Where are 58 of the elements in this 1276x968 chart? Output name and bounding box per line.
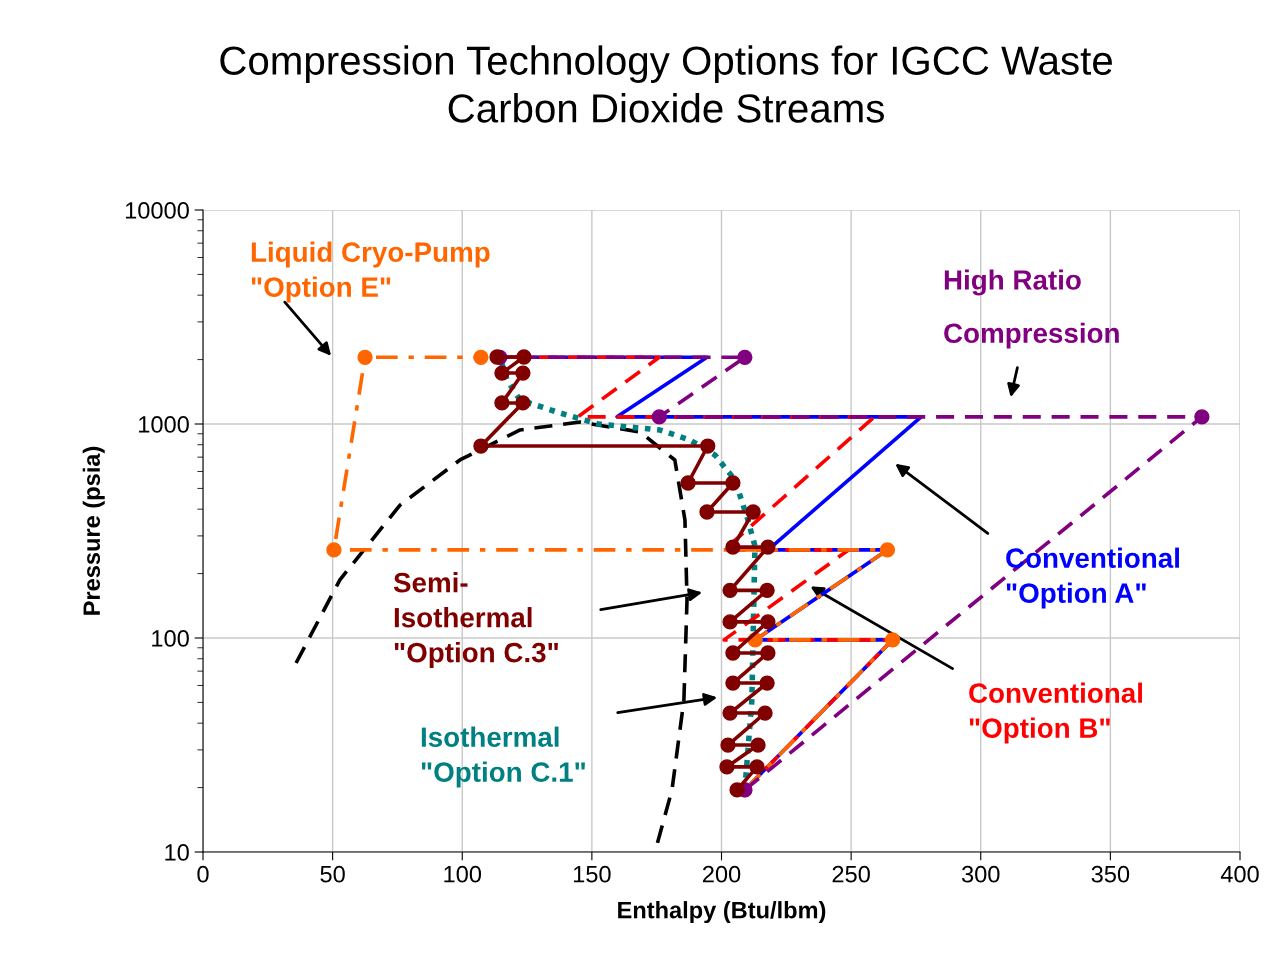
- point: [515, 395, 531, 411]
- point: [757, 705, 773, 721]
- point: [749, 759, 765, 775]
- text: Isothermal "Option C.1": [421, 726, 585, 788]
- x-tick-label: 350: [1091, 865, 1130, 883]
- x-tick-label: 200: [702, 865, 741, 883]
- x-tick-label: 50: [320, 865, 345, 883]
- point: [725, 645, 741, 661]
- point: [760, 614, 776, 630]
- point: [879, 542, 896, 558]
- point: [884, 632, 901, 648]
- x-tick-label: 250: [832, 865, 870, 883]
- point: [494, 395, 510, 411]
- point: [725, 539, 741, 555]
- point: [651, 409, 667, 425]
- x-tick-label: 150: [573, 865, 611, 883]
- point: [515, 365, 531, 381]
- point: [725, 675, 741, 691]
- x-tick-label: 0: [197, 865, 209, 883]
- point: [750, 737, 766, 753]
- point: [760, 645, 776, 661]
- point: [357, 349, 373, 365]
- point: [720, 737, 736, 753]
- point: [494, 365, 510, 381]
- point: [326, 542, 342, 558]
- point: [722, 705, 738, 721]
- y-tick-label: 1000: [139, 416, 189, 433]
- text: Semi- Isothermal "Option C.3": [393, 572, 558, 668]
- point: [722, 614, 738, 630]
- y-tick-label: 10: [165, 844, 189, 861]
- x-tick-label: 300: [961, 865, 1000, 883]
- point: [1194, 409, 1210, 425]
- point: [729, 782, 745, 798]
- y-axis-title: Pressure (psia): [82, 446, 105, 615]
- series-label: Liquid Cryo-Pump "Option E": [251, 241, 490, 303]
- text: Conventional "Option A": [1006, 547, 1179, 609]
- point: [473, 349, 489, 365]
- y-tick-label: 100: [152, 630, 189, 647]
- chart-title: Compression Technology Options for IGCC Waste Carbon Dioxide Streams: [220, 45, 1112, 123]
- point: [759, 582, 775, 598]
- point: [516, 349, 532, 365]
- point: [725, 475, 741, 491]
- point: [699, 504, 715, 520]
- x-tick-label: 100: [444, 865, 482, 883]
- point: [737, 349, 753, 365]
- point: [759, 675, 775, 691]
- text: High Ratio Compression: [944, 269, 1119, 349]
- point: [700, 438, 716, 454]
- point: [680, 475, 696, 491]
- x-tick-label: 400: [1220, 865, 1259, 883]
- text: Conventional "Option B": [969, 682, 1142, 744]
- point: [722, 582, 738, 598]
- x-axis-title: Enthalpy (Btu/lbm): [618, 901, 826, 924]
- point: [745, 504, 761, 520]
- point: [719, 759, 735, 775]
- point: [760, 539, 776, 555]
- point: [473, 438, 489, 454]
- y-tick-label: 10000: [125, 202, 189, 219]
